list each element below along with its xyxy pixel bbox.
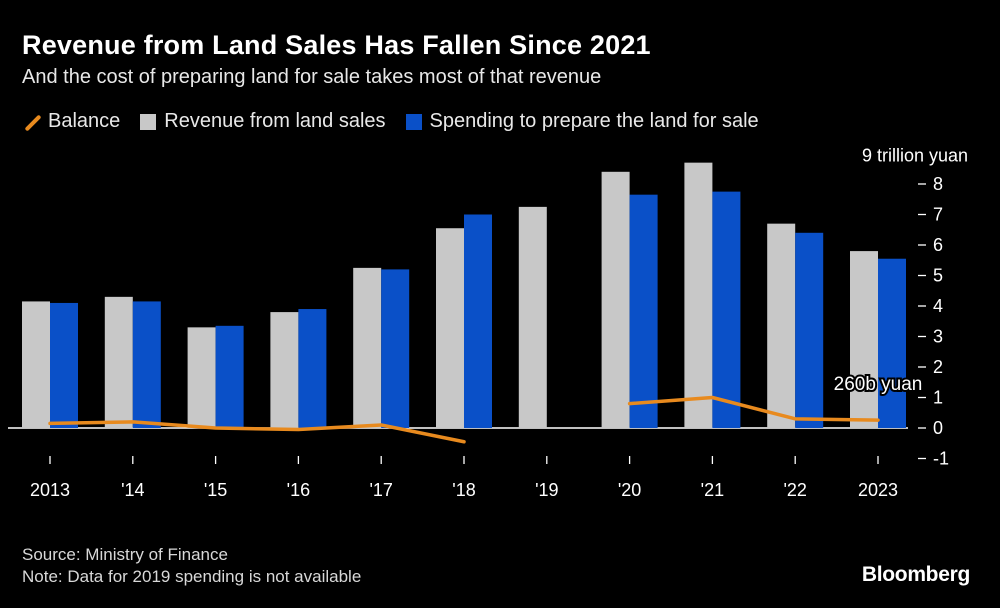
- x-tick-label: 2013: [30, 480, 70, 500]
- x-tick-label: '20: [618, 480, 641, 500]
- bar-revenue-6: [518, 206, 547, 428]
- bar-spending-9: [795, 232, 824, 428]
- legend-item-revenue: Revenue from land sales: [140, 110, 386, 133]
- annotation-label: 260b yuan: [834, 374, 923, 395]
- chart-title: Revenue from Land Sales Has Fallen Since…: [22, 30, 651, 60]
- x-tick-label: '21: [701, 480, 724, 500]
- y-tick-label: 1: [933, 388, 943, 408]
- bar-spending-4: [381, 269, 410, 428]
- y-tick-label: 2: [933, 357, 943, 377]
- bar-spending-0: [50, 302, 78, 428]
- legend-swatch-revenue-icon: [140, 113, 157, 130]
- bar-spending-1: [132, 301, 161, 428]
- y-tick-label: -1: [933, 449, 949, 469]
- bar-revenue-2: [187, 327, 216, 428]
- legend-label-revenue: Revenue from land sales: [164, 110, 386, 132]
- bar-revenue-3: [270, 312, 299, 428]
- x-tick-label: '17: [369, 480, 392, 500]
- x-tick-label: '16: [287, 480, 310, 500]
- chart-subtitle: And the cost of preparing land for sale …: [22, 66, 602, 88]
- y-tick-label: 5: [933, 266, 943, 286]
- x-tick-label: '19: [535, 480, 558, 500]
- bar-revenue-5: [436, 228, 464, 428]
- balance-line-segment-1: [627, 395, 880, 422]
- y-tick-label: 6: [933, 235, 943, 255]
- bar-revenue-9: [767, 223, 796, 428]
- bar-spending-7: [629, 194, 658, 428]
- y-tick-label: 0: [933, 418, 943, 438]
- bar-spending-3: [298, 309, 327, 428]
- x-tick-label: 2023: [858, 480, 898, 500]
- legend-item-balance: Balance: [22, 110, 120, 133]
- x-tick-label: '15: [204, 480, 227, 500]
- legend-swatch-spending-icon: [405, 113, 422, 130]
- source-note: Source: Ministry of Finance: [22, 545, 228, 564]
- y-tick-label: 4: [933, 296, 943, 316]
- bar-revenue-10: [850, 251, 878, 428]
- bar-spending-10: [878, 258, 906, 428]
- bar-revenue-0: [22, 301, 50, 428]
- legend-label-balance: Balance: [48, 110, 121, 132]
- x-tick-label: '22: [783, 480, 806, 500]
- balance-line-segment-0: [48, 420, 466, 444]
- y-tick-label: 7: [933, 205, 943, 225]
- legend: Balance Revenue from land sales Spending…: [22, 110, 779, 133]
- legend-item-spending: Spending to prepare the land for sale: [405, 110, 759, 133]
- y-tick-label: 3: [933, 327, 943, 347]
- bar-revenue-1: [104, 296, 133, 428]
- x-tick-label: '18: [452, 480, 475, 500]
- data-note: Note: Data for 2019 spending is not avai…: [22, 567, 362, 586]
- bar-spending-2: [215, 325, 244, 428]
- bar-revenue-8: [684, 162, 713, 428]
- bar-spending-5: [464, 214, 492, 428]
- bar-revenue-4: [353, 267, 382, 428]
- y-tick-label: 8: [933, 174, 943, 194]
- legend-label-spending: Spending to prepare the land for sale: [429, 110, 759, 132]
- annotation-halo: 260b yuan: [834, 374, 923, 395]
- bar-revenue-7: [601, 171, 630, 429]
- brand-logo: Bloomberg: [861, 563, 970, 586]
- x-tick-label: '14: [121, 480, 144, 500]
- y-axis-unit-label: 9 trillion yuan: [862, 146, 968, 166]
- bar-spending-8: [712, 191, 741, 428]
- footer: Source: Ministry of Finance Note: Data f…: [22, 544, 361, 588]
